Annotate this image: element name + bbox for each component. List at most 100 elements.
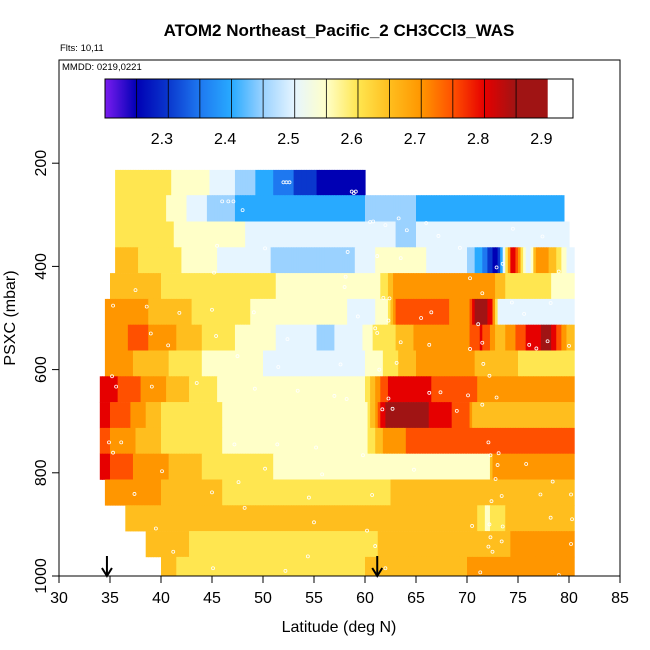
heatmap-cell (390, 453, 394, 480)
heatmap-cell (232, 195, 236, 222)
heatmap-cell (472, 479, 476, 506)
heatmap-cell (112, 427, 116, 455)
heatmap-cell (469, 376, 473, 403)
heatmap-cell (380, 402, 384, 429)
heatmap-cell (321, 247, 325, 274)
heatmap-cell (150, 298, 154, 326)
heatmap-cell (387, 402, 392, 429)
heatmap-cell (143, 169, 147, 196)
heatmap-cell (426, 402, 430, 429)
heatmap-cell (229, 298, 233, 326)
heatmap-cell (268, 273, 272, 300)
heatmap-cell (234, 350, 239, 377)
heatmap-cell (260, 556, 264, 576)
heatmap-cell (270, 427, 274, 455)
heatmap-cell (339, 169, 343, 196)
heatmap-cell (339, 324, 343, 351)
heatmap-cell (135, 453, 139, 480)
heatmap-cell (359, 376, 364, 403)
sample-point (490, 549, 495, 554)
heatmap-cell (234, 273, 239, 300)
heatmap-cell (408, 324, 412, 351)
heatmap-cell (390, 324, 394, 351)
heatmap-cell (492, 479, 496, 506)
heatmap-cell (367, 427, 371, 455)
heatmap-cell (334, 556, 338, 576)
heatmap-cell (250, 531, 254, 558)
heatmap-cell (558, 531, 562, 558)
heatmap-cell (303, 247, 307, 274)
heatmap-cell (178, 350, 182, 377)
heatmap-cell (229, 427, 233, 455)
heatmap-cell (489, 376, 494, 403)
heatmap-cell (247, 479, 251, 506)
heatmap-cell (125, 427, 129, 455)
heatmap-cell (357, 247, 361, 274)
heatmap-cell (553, 556, 557, 576)
heatmap-cell (252, 505, 256, 532)
heatmap-cell (530, 453, 534, 480)
heatmap-cell (433, 479, 437, 506)
heatmap-cell (296, 479, 300, 506)
heatmap-cell (183, 169, 188, 196)
heatmap-cell (446, 324, 450, 351)
heatmap-cell (431, 556, 435, 576)
heatmap-cell (173, 505, 177, 532)
x-tick-label: 50 (254, 590, 272, 607)
heatmap-cell (155, 298, 160, 326)
sample-point (524, 462, 529, 466)
heatmap-cell (308, 402, 313, 429)
heatmap-cell (260, 350, 264, 377)
heatmap-cell (380, 376, 384, 403)
heatmap-cell (426, 427, 430, 455)
heatmap-cell (558, 247, 562, 274)
heatmap-cell (268, 298, 272, 326)
heatmap-cell (275, 453, 279, 480)
heatmap-cell (303, 350, 307, 377)
heatmap-cell (436, 427, 440, 455)
heatmap-cell (265, 221, 269, 248)
heatmap-cell (359, 247, 364, 274)
heatmap-cell (314, 427, 318, 455)
heatmap-cell (372, 247, 376, 274)
heatmap-cell (410, 556, 415, 576)
heatmap-cell (308, 324, 313, 351)
heatmap-cell (418, 427, 422, 455)
heatmap-cell (122, 350, 126, 377)
heatmap-cell (168, 402, 172, 429)
heatmap-cell (563, 221, 568, 248)
heatmap-cell (487, 453, 491, 480)
heatmap-cell (456, 324, 460, 351)
heatmap-cell (563, 556, 568, 576)
sample-point (487, 373, 492, 378)
heatmap-cell (288, 324, 292, 351)
heatmap-cell (464, 531, 468, 558)
heatmap-cell (556, 505, 560, 532)
heatmap-cell (214, 169, 218, 196)
heatmap-cell (505, 247, 509, 274)
heatmap-cell (245, 402, 249, 429)
heatmap-cell (515, 195, 519, 222)
heatmap-cell (329, 221, 333, 248)
heatmap-cell (224, 169, 228, 196)
heatmap-cell (433, 402, 437, 429)
heatmap-cell (535, 247, 539, 274)
heatmap-cell (283, 556, 287, 576)
heatmap-cell (482, 479, 486, 506)
heatmap-cell (431, 247, 435, 274)
heatmap-cell (308, 453, 313, 480)
heatmap-cell (543, 273, 547, 300)
heatmap-cell (449, 453, 453, 480)
heatmap-cell (298, 376, 302, 403)
heatmap-cell (477, 556, 481, 576)
colorbar-tick-labels: 2.3 2.4 2.5 2.6 2.7 2.8 2.9 (151, 131, 553, 148)
heatmap-cell (181, 479, 185, 506)
heatmap-cell (270, 221, 274, 248)
heatmap-cell (469, 350, 473, 377)
heatmap-cell (441, 221, 445, 248)
heatmap-cell (293, 556, 297, 576)
heatmap-cell (163, 273, 167, 300)
sample-point (480, 340, 485, 345)
heatmap-cell (492, 402, 496, 429)
heatmap-cell (122, 169, 126, 196)
